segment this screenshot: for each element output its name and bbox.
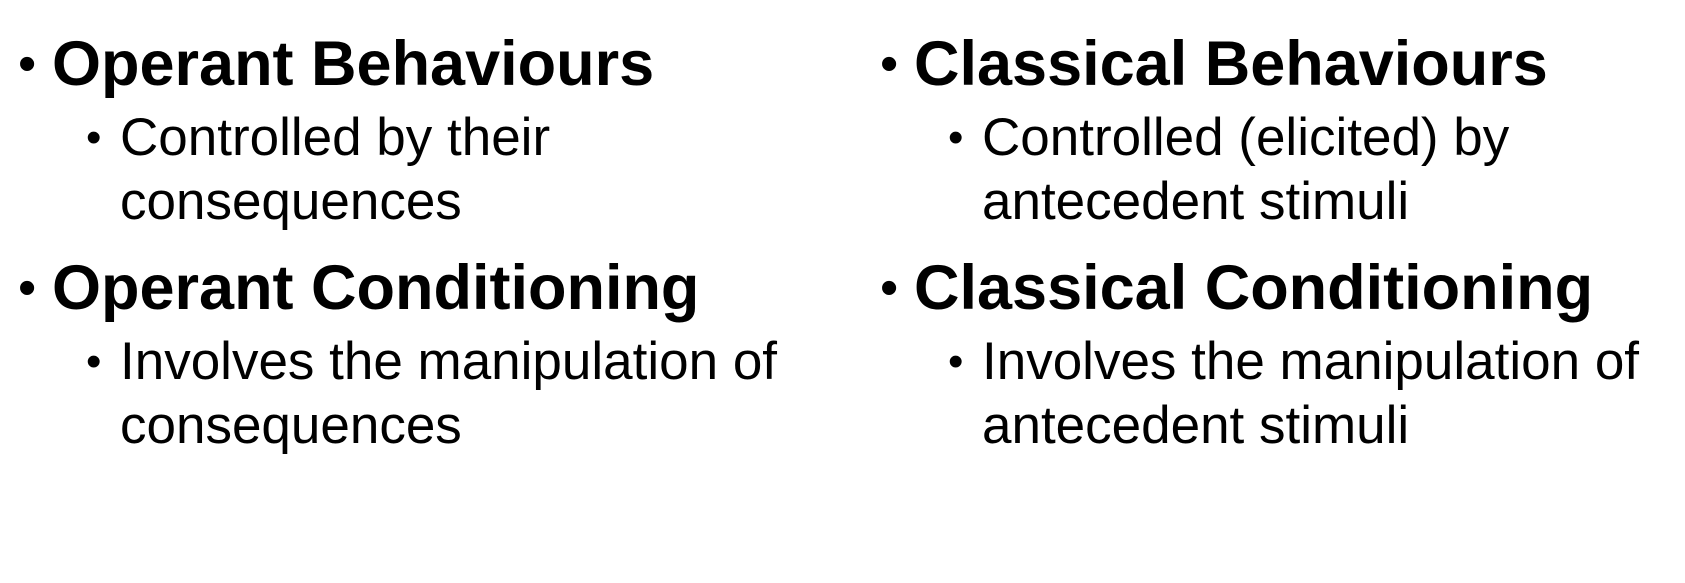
bullet-icon: • bbox=[880, 259, 899, 317]
bullet-heading-classical-conditioning: • Classical Conditioning bbox=[880, 252, 1680, 324]
sub-text: Involves the manipulation of consequence… bbox=[120, 332, 778, 455]
bullet-icon: • bbox=[880, 35, 899, 93]
heading-text: Classical Conditioning bbox=[914, 253, 1594, 323]
bullet-heading-operant-conditioning: • Operant Conditioning bbox=[18, 252, 848, 324]
left-column: • Operant Behaviours • Controlled by the… bbox=[18, 28, 848, 458]
heading-text: Operant Behaviours bbox=[52, 29, 655, 99]
sub-bullet-classical-behaviours: • Controlled (elicited) by antecedent st… bbox=[948, 106, 1598, 234]
sub-bullet-classical-conditioning: • Involves the manipulation of anteceden… bbox=[948, 330, 1668, 458]
bullet-icon: • bbox=[948, 337, 964, 386]
sub-bullet-operant-conditioning: • Involves the manipulation of consequen… bbox=[86, 330, 806, 458]
bullet-icon: • bbox=[86, 337, 102, 386]
heading-text: Classical Behaviours bbox=[914, 29, 1548, 99]
bullet-heading-classical-behaviours: • Classical Behaviours bbox=[880, 28, 1680, 100]
bullet-icon: • bbox=[948, 113, 964, 162]
heading-text: Operant Conditioning bbox=[52, 253, 700, 323]
bullet-heading-operant-behaviours: • Operant Behaviours bbox=[18, 28, 848, 100]
bullet-icon: • bbox=[18, 259, 37, 317]
right-column: • Classical Behaviours • Controlled (eli… bbox=[880, 28, 1680, 458]
sub-bullet-operant-behaviours: • Controlled by their consequences bbox=[86, 106, 706, 234]
sub-text: Controlled (elicited) by antecedent stim… bbox=[982, 108, 1510, 231]
bullet-icon: • bbox=[18, 35, 37, 93]
sub-text: Involves the manipulation of antecedent … bbox=[982, 332, 1640, 455]
bullet-icon: • bbox=[86, 113, 102, 162]
sub-text: Controlled by their consequences bbox=[120, 108, 551, 231]
